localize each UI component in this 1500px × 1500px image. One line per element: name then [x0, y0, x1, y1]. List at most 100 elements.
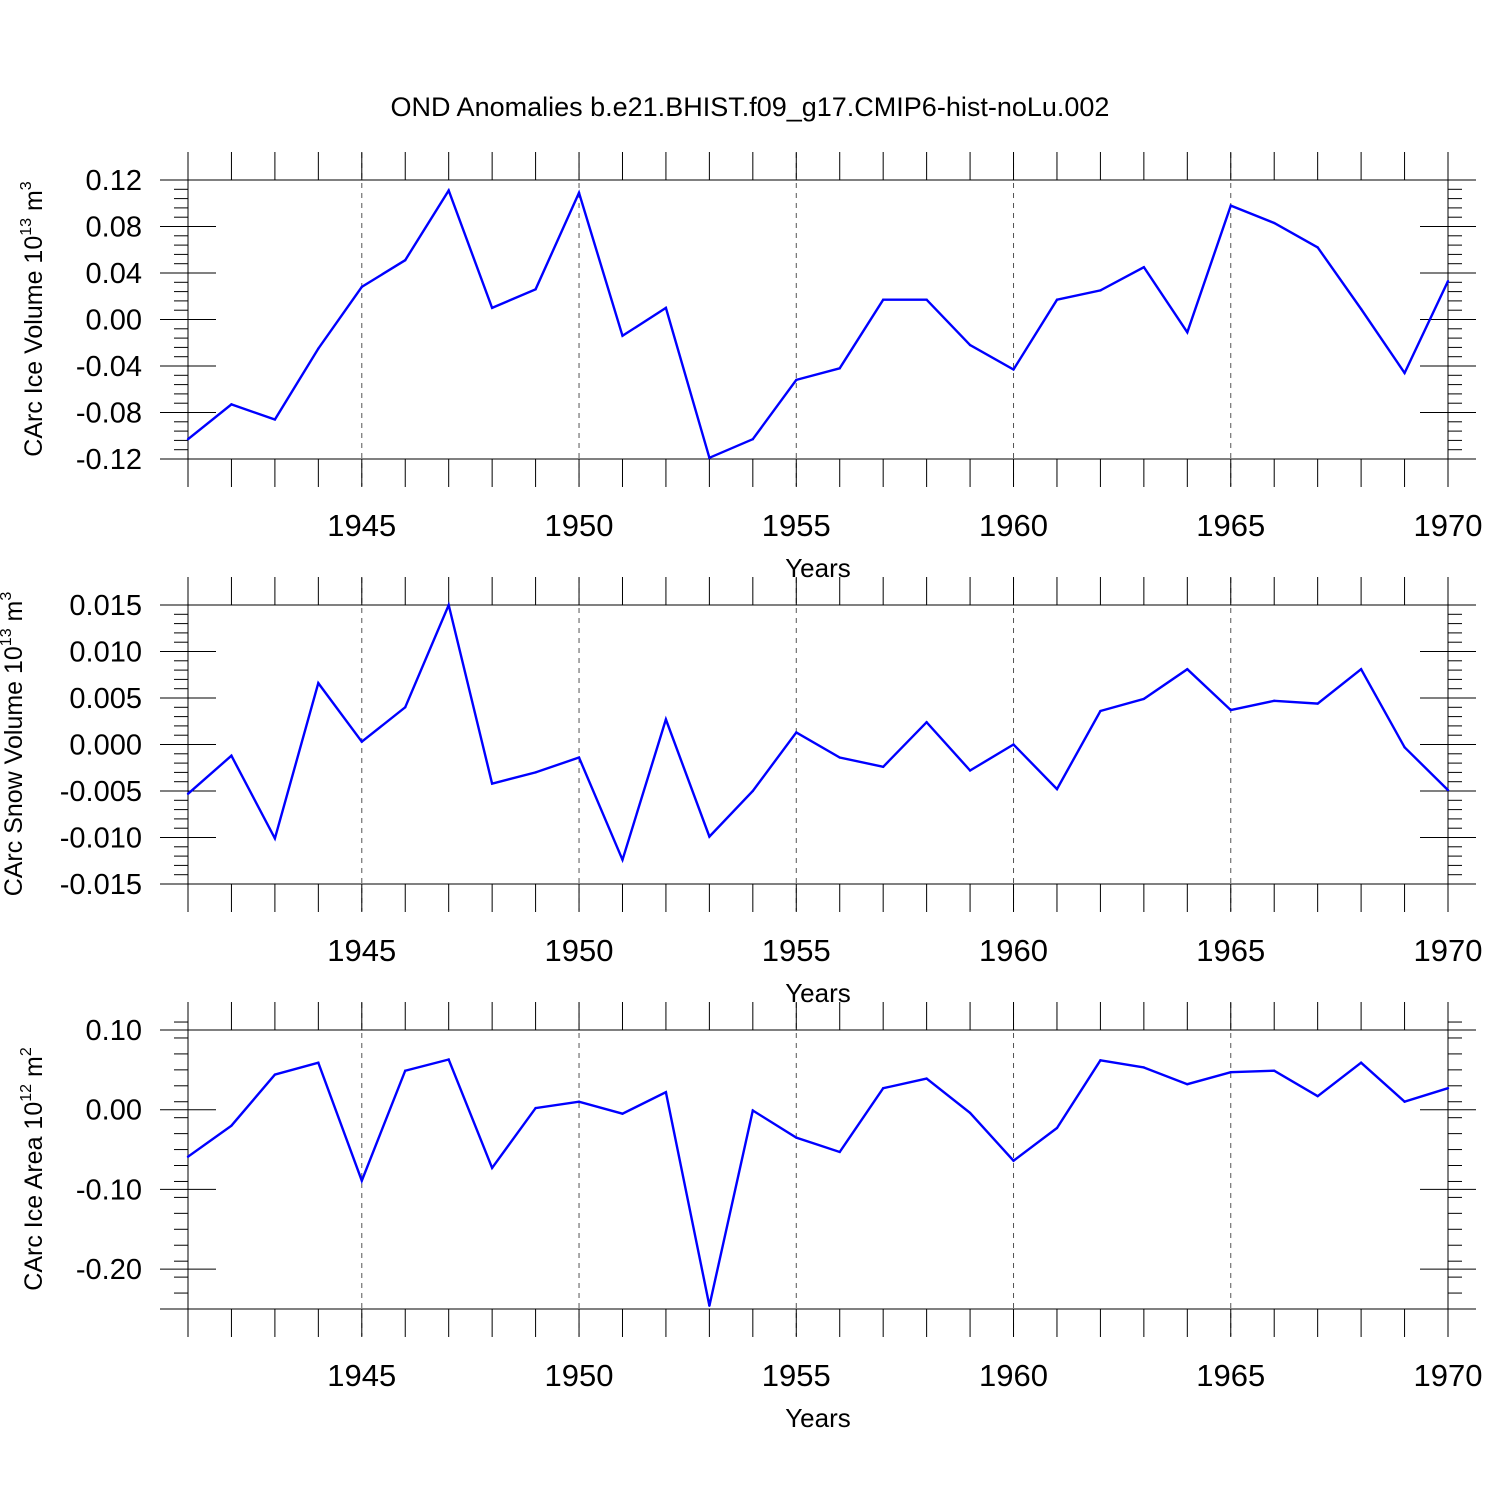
- x-tick-label-ice-volume: 1955: [762, 508, 831, 543]
- data-point-ice-volume: [1359, 307, 1363, 311]
- y-tick-label-snow-volume: 0.000: [69, 730, 142, 762]
- data-point-ice-volume: [490, 306, 494, 310]
- data-point-ice-volume: [664, 306, 668, 310]
- x-tick-label-ice-area: 1945: [327, 1358, 396, 1393]
- data-point-ice-volume: [1055, 298, 1059, 301]
- data-point-ice-volume: [447, 189, 450, 192]
- x-tick-label-ice-volume: 1950: [545, 508, 614, 543]
- data-point-ice-area: [1316, 1094, 1319, 1098]
- data-point-ice-area: [317, 1061, 320, 1064]
- data-point-ice-volume: [1446, 279, 1450, 283]
- data-point-snow-volume: [881, 765, 885, 769]
- x-tick-label-snow-volume: 1965: [1196, 933, 1265, 968]
- data-point-snow-volume: [1142, 697, 1146, 701]
- x-tick-label-ice-volume: 1965: [1196, 508, 1265, 543]
- data-point-ice-volume: [708, 456, 711, 460]
- data-point-ice-volume: [360, 285, 363, 289]
- y-tick-label-snow-volume: 0.010: [69, 637, 142, 669]
- y-tick-label-snow-volume: -0.010: [60, 823, 142, 855]
- y-tick-label-ice-volume: 0.04: [86, 258, 142, 290]
- data-point-ice-volume: [1099, 289, 1102, 292]
- y-tick-label-ice-area: 0.00: [86, 1095, 142, 1127]
- y-tick-label-snow-volume: 0.005: [69, 683, 142, 715]
- data-point-ice-volume: [577, 191, 581, 194]
- x-tick-label-ice-volume: 1945: [327, 508, 396, 543]
- data-point-snow-volume: [1359, 667, 1363, 671]
- figure-title: OND Anomalies b.e21.BHIST.f09_g17.CMIP6-…: [391, 92, 1110, 122]
- data-point-ice-area: [708, 1304, 711, 1308]
- data-point-ice-area: [1186, 1083, 1189, 1086]
- data-point-ice-volume: [795, 378, 798, 382]
- data-point-snow-volume: [1186, 667, 1189, 671]
- y-tick-label-ice-area: 0.10: [86, 1015, 142, 1047]
- data-point-ice-area: [664, 1090, 668, 1094]
- data-point-ice-area: [621, 1112, 624, 1115]
- data-point-snow-volume: [925, 720, 928, 724]
- data-point-ice-area: [838, 1150, 841, 1154]
- data-point-ice-volume: [1229, 204, 1232, 207]
- data-point-ice-area: [577, 1100, 581, 1103]
- data-point-snow-volume: [273, 837, 277, 840]
- data-point-ice-volume: [1186, 331, 1189, 334]
- data-point-snow-volume: [795, 731, 798, 734]
- data-point-ice-area: [925, 1077, 928, 1080]
- data-point-snow-volume: [1273, 699, 1276, 702]
- x-axis-label-snow-volume: Years: [785, 978, 851, 1008]
- y-tick-label-ice-area: -0.10: [76, 1174, 142, 1206]
- data-point-snow-volume: [490, 782, 494, 785]
- x-tick-label-ice-area: 1950: [545, 1358, 614, 1393]
- data-point-snow-volume: [1316, 702, 1319, 705]
- data-point-ice-volume: [186, 438, 190, 441]
- data-point-ice-area: [360, 1179, 363, 1182]
- data-point-ice-volume: [621, 334, 624, 337]
- x-tick-label-snow-volume: 1955: [762, 933, 831, 968]
- data-point-ice-volume: [881, 298, 885, 301]
- x-tick-label-snow-volume: 1970: [1414, 933, 1483, 968]
- y-tick-label-ice-volume: -0.04: [76, 351, 142, 383]
- data-point-ice-area: [1012, 1159, 1015, 1162]
- series-line-ice-area: [187, 1058, 1449, 1307]
- data-point-ice-area: [1273, 1069, 1276, 1072]
- data-point-ice-volume: [751, 438, 755, 441]
- y-tick-label-ice-volume: 0.12: [86, 165, 142, 197]
- data-point-ice-volume: [1273, 221, 1276, 225]
- x-tick-label-ice-volume: 1970: [1414, 508, 1483, 543]
- x-axis-label-ice-area: Years: [785, 1403, 851, 1433]
- data-point-ice-area: [404, 1069, 407, 1072]
- data-point-ice-area: [534, 1106, 537, 1110]
- data-point-ice-volume: [1012, 368, 1015, 371]
- data-point-ice-volume: [1142, 265, 1146, 269]
- data-point-ice-volume: [838, 367, 841, 370]
- data-point-snow-volume: [404, 706, 407, 709]
- data-point-ice-area: [230, 1124, 233, 1127]
- data-point-ice-area: [447, 1058, 450, 1061]
- panel-snow-volume: CArc Snow Volume 1013 m3 Years -0.015 -0.…: [0, 577, 1482, 1008]
- data-point-snow-volume: [621, 858, 624, 862]
- data-point-ice-area: [273, 1073, 277, 1076]
- data-point-snow-volume: [968, 769, 972, 772]
- data-point-snow-volume: [186, 792, 190, 795]
- data-point-snow-volume: [1055, 787, 1059, 791]
- data-point-snow-volume: [577, 756, 581, 759]
- x-tick-label-ice-area: 1955: [762, 1358, 831, 1393]
- data-point-snow-volume: [360, 740, 363, 743]
- data-point-snow-volume: [1403, 746, 1406, 749]
- data-point-ice-volume: [925, 298, 928, 301]
- x-tick-label-ice-area: 1960: [979, 1358, 1048, 1393]
- data-point-ice-area: [490, 1166, 494, 1170]
- data-point-snow-volume: [447, 603, 450, 607]
- data-point-ice-area: [795, 1136, 798, 1139]
- data-point-ice-area: [1142, 1066, 1146, 1069]
- y-axis-label-ice-volume: CArc Ice Volume 1013 m3: [18, 181, 48, 457]
- y-axis-label-ice-area: CArc Ice Area 1012 m2: [18, 1047, 48, 1291]
- y-tick-label-snow-volume: 0.015: [69, 590, 142, 622]
- data-point-snow-volume: [1229, 708, 1232, 712]
- data-point-snow-volume: [751, 789, 755, 793]
- data-point-snow-volume: [1012, 743, 1015, 746]
- y-tick-label-snow-volume: -0.015: [60, 869, 142, 901]
- data-point-ice-volume: [1403, 371, 1406, 375]
- data-point-ice-volume: [534, 288, 537, 291]
- data-point-snow-volume: [1446, 788, 1450, 792]
- series-line-snow-volume: [187, 601, 1449, 864]
- data-point-snow-volume: [230, 754, 233, 757]
